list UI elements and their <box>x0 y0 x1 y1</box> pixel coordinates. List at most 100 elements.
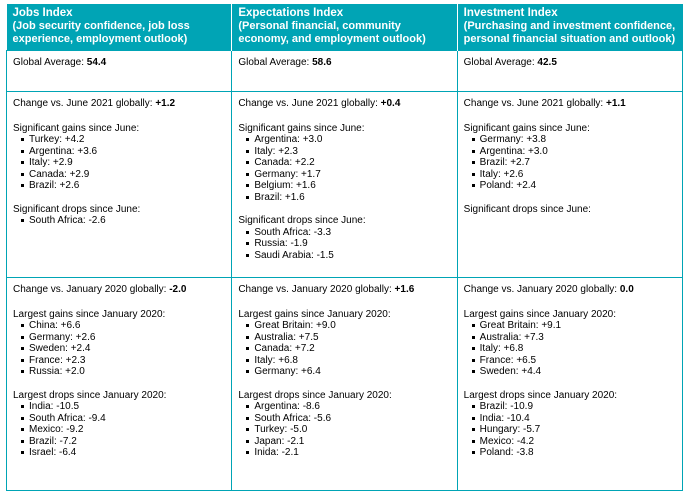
change-label: Change vs. January 2020 globally: <box>463 284 618 295</box>
list-item: Italy: +2.6 <box>471 169 676 181</box>
change-value: +0.4 <box>380 98 401 109</box>
global-average-cell: Global Average: 58.6 <box>231 50 458 92</box>
change-value: +1.2 <box>155 98 176 109</box>
gains-title: Largest gains since January 2020: <box>238 308 391 320</box>
global-average-label: Global Average: <box>463 57 535 68</box>
january-2020-row: Change vs. January 2020 globally: -2.0 La… <box>5 277 684 491</box>
change-label: Change vs. June 2021 globally: <box>13 98 153 109</box>
change-value: +1.1 <box>605 98 626 109</box>
list-item: China: +6.6 <box>21 320 225 332</box>
list-item: Brazil: +2.6 <box>21 180 225 192</box>
list-item: South Africa: -3.3 <box>246 227 450 239</box>
global-average-cell: Global Average: 54.4 <box>5 50 233 92</box>
list-item: Mexico: -4.2 <box>471 436 676 448</box>
change-value: +1.6 <box>394 284 415 295</box>
drops-title: Significant drops since June: <box>13 203 141 215</box>
column-subtitle: (Personal financial, community economy, … <box>238 20 426 45</box>
list-item: Sweden: +4.4 <box>471 366 676 378</box>
list-item: Canada: +7.2 <box>246 343 450 355</box>
list-item: Great Britain: +9.1 <box>471 320 676 332</box>
global-average-value: 54.4 <box>86 57 107 68</box>
drops-title: Largest drops since January 2020: <box>238 389 392 401</box>
gains-title: Significant gains since June: <box>13 122 140 134</box>
list-item: Argentina: +3.0 <box>471 146 676 158</box>
list-item: Italy: +2.3 <box>246 146 450 158</box>
list-item: Russia: +2.0 <box>21 366 225 378</box>
column-subtitle: (Purchasing and investment confidence, p… <box>463 20 676 45</box>
list-item: Brazil: -7.2 <box>21 436 225 448</box>
june-change-cell: Change vs. June 2021 globally: +1.2 Signi… <box>5 91 233 278</box>
change-label: Change vs. June 2021 globally: <box>238 98 378 109</box>
drops-title: Significant drops since June: <box>238 215 366 226</box>
gains-title: Significant gains since June: <box>238 122 365 134</box>
list-item: Saudi Arabia: -1.5 <box>246 250 450 262</box>
list-item: Brazil: +1.6 <box>246 192 450 204</box>
list-item: Italy: +6.8 <box>471 343 676 355</box>
list-item: South Africa: -9.4 <box>21 413 225 425</box>
list-item: South Africa: -2.6 <box>21 215 225 227</box>
list-item: Hungary: -5.7 <box>471 424 676 436</box>
list-item: Great Britain: +9.0 <box>246 320 450 332</box>
change-line: Change vs. June 2021 globally: +1.2 <box>13 98 225 110</box>
list-item: France: +2.3 <box>21 355 225 367</box>
global-average-value: 42.5 <box>537 57 557 68</box>
change-line: Change vs. January 2020 globally: +1.6 <box>238 284 450 296</box>
header-jobs-index: Jobs Index (Job security confidence, job … <box>6 4 233 51</box>
column-title: Jobs Index <box>12 7 73 19</box>
drops-title: Largest drops since January 2020: <box>463 389 618 401</box>
drops-list: South Africa: -3.3 Russia: -1.9 Saudi Arab… <box>238 227 450 262</box>
list-item: Argentina: +3.6 <box>21 146 225 158</box>
change-value: 0.0 <box>619 284 634 295</box>
list-item: Italy: +6.8 <box>246 355 450 367</box>
january-change-cell: Change vs. January 2020 globally: 0.0 Lar… <box>456 277 684 491</box>
change-value: -2.0 <box>169 284 187 295</box>
list-item: Israel: -6.4 <box>21 447 225 459</box>
list-item: India: -10.5 <box>21 401 225 413</box>
list-item: Argentina: -8.6 <box>246 401 450 413</box>
gains-title: Largest gains since January 2020: <box>463 308 616 320</box>
list-item: South Africa: -5.6 <box>246 413 450 425</box>
change-line: Change vs. June 2021 globally: +0.4 <box>238 98 450 110</box>
list-item: Japan: -2.1 <box>246 436 450 448</box>
list-item: Russia: -1.9 <box>246 238 450 250</box>
change-label: Change vs. January 2020 globally: <box>13 284 167 295</box>
gains-list: Argentina: +3.0 Italy: +2.3 Canada: +2.2 Ge… <box>238 134 450 203</box>
list-item: Canada: +2.2 <box>246 157 450 169</box>
global-average-cell: Global Average: 42.5 <box>456 50 684 92</box>
list-item: Belgium: +1.6 <box>246 180 450 192</box>
list-item: Mexico: -9.2 <box>21 424 225 436</box>
list-item: Sweden: +2.4 <box>21 343 225 355</box>
column-title: Expectations Index <box>238 7 344 19</box>
list-item: Australia: +7.5 <box>246 332 450 344</box>
list-item: Germany: +6.4 <box>246 366 450 378</box>
gains-list: China: +6.6 Germany: +2.6 Sweden: +2.4 Fran… <box>13 320 225 378</box>
list-item: Brazil: +2.7 <box>471 157 676 169</box>
gains-title: Largest gains since January 2020: <box>13 308 166 320</box>
list-item: France: +6.5 <box>471 355 676 367</box>
gains-list: Germany: +3.8 Argentina: +3.0 Brazil: +2.7… <box>464 134 676 192</box>
column-subtitle: (Job security confidence, job loss exper… <box>12 20 190 45</box>
change-label: Change vs. January 2020 globally: <box>238 284 392 295</box>
global-average-value: 58.6 <box>312 57 332 68</box>
drops-list: South Africa: -2.6 <box>13 215 225 227</box>
june-change-cell: Change vs. June 2021 globally: +0.4 Signi… <box>231 91 458 278</box>
list-item: Brazil: -10.9 <box>471 401 676 413</box>
drops-list: India: -10.5 South Africa: -9.4 Mexico: -9… <box>13 401 225 459</box>
june-change-cell: Change vs. June 2021 globally: +1.1 Signi… <box>456 91 684 278</box>
column-title: Investment Index <box>463 7 558 19</box>
drops-title: Largest drops since January 2020: <box>13 389 167 401</box>
gains-list: Great Britain: +9.0 Australia: +7.5 Canada… <box>238 320 450 378</box>
header-investment-index: Investment Index (Purchasing and investme… <box>457 4 683 51</box>
list-item: Argentina: +3.0 <box>246 134 450 146</box>
list-item: Italy: +2.9 <box>21 157 225 169</box>
header-row: Jobs Index (Job security confidence, job … <box>6 4 683 51</box>
global-average-row: Global Average: 54.4 Global Average: 58.… <box>5 50 684 92</box>
gains-list: Turkey: +4.2 Argentina: +3.6 Italy: +2.9 Ca… <box>13 134 225 192</box>
drops-list: Argentina: -8.6 South Africa: -5.6 Turkey:… <box>238 401 450 459</box>
january-change-cell: Change vs. January 2020 globally: +1.6 La… <box>231 277 458 491</box>
list-item: Germany: +1.7 <box>246 169 450 181</box>
list-item: Inida: -2.1 <box>246 447 450 459</box>
list-item: Germany: +2.6 <box>21 332 225 344</box>
list-item: Canada: +2.9 <box>21 169 225 181</box>
list-item: Australia: +7.3 <box>471 332 676 344</box>
